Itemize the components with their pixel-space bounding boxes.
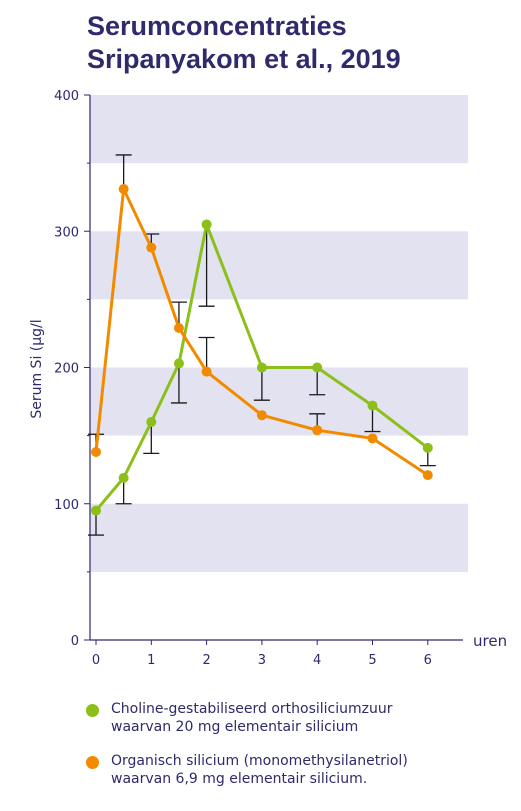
data-point-orange-6 bbox=[312, 425, 323, 436]
legend-swatch-orange bbox=[86, 756, 99, 769]
data-point-green-7 bbox=[367, 400, 378, 411]
grid-band-3 bbox=[90, 503, 468, 572]
legend-label-green-line-2: waarvan 20 mg elementair silicium bbox=[111, 719, 359, 735]
x-axis-label: uren bbox=[473, 632, 507, 650]
data-point-green-3 bbox=[173, 358, 184, 369]
chart-title-line-1: Serumconcentraties bbox=[87, 11, 347, 41]
data-point-orange-4 bbox=[201, 366, 212, 377]
data-point-green-0 bbox=[91, 505, 101, 516]
data-point-orange-0 bbox=[91, 446, 101, 457]
legend-swatch-green bbox=[86, 704, 99, 717]
chart-title: Serumconcentraties Sripanyakom et al., 2… bbox=[87, 10, 401, 76]
tick-labels: 0 100 200 300 400 0 1 2 3 4 5 6 bbox=[54, 89, 432, 668]
data-point-green-5 bbox=[256, 362, 267, 373]
error-bars bbox=[88, 154, 436, 536]
x-tick-label-4: 4 bbox=[313, 653, 321, 668]
legend: Choline-gestabiliseerd orthosiliciumzuur… bbox=[86, 700, 408, 804]
data-point-orange-2 bbox=[146, 242, 157, 253]
data-point-orange-5 bbox=[256, 410, 267, 421]
legend-label-orange-line-2: waarvan 6,9 mg elementair silicium. bbox=[111, 771, 368, 787]
legend-label-green-line-1: Choline-gestabiliseerd orthosiliciumzuur bbox=[111, 701, 393, 717]
data-point-green-6 bbox=[312, 362, 323, 373]
background-bands bbox=[90, 95, 468, 572]
x-tick-label-0: 0 bbox=[92, 653, 100, 668]
y-tick-label-400: 400 bbox=[54, 89, 79, 104]
data-point-orange-1 bbox=[118, 184, 129, 195]
x-tick-label-3: 3 bbox=[258, 653, 266, 668]
data-point-green-2 bbox=[146, 417, 157, 427]
data-points bbox=[91, 184, 433, 516]
y-tick-label-0: 0 bbox=[71, 634, 79, 649]
grid-band-1 bbox=[90, 231, 468, 300]
y-axis-label: Serum Si (µg/l bbox=[29, 319, 45, 418]
x-tick-label-1: 1 bbox=[147, 653, 155, 668]
x-tick-label-6: 6 bbox=[424, 653, 432, 668]
y-tick-label-100: 100 bbox=[54, 498, 79, 513]
y-tick-label-200: 200 bbox=[54, 362, 79, 377]
data-point-green-1 bbox=[118, 472, 129, 483]
legend-item-green: Choline-gestabiliseerd orthosiliciumzuur… bbox=[86, 700, 408, 736]
data-point-orange-7 bbox=[367, 433, 378, 444]
x-tick-label-5: 5 bbox=[368, 653, 376, 668]
x-tick-label-2: 2 bbox=[202, 653, 210, 668]
data-point-orange-3 bbox=[173, 322, 184, 333]
grid-band-2 bbox=[90, 367, 468, 436]
line-chart: 0 100 200 300 400 0 1 2 3 4 5 6 Serum Si (µg/l uren bbox=[29, 89, 507, 668]
chart-title-line-2: Sripanyakom et al., 2019 bbox=[87, 44, 401, 74]
data-point-green-8 bbox=[422, 442, 433, 453]
y-tick-label-300: 300 bbox=[54, 225, 79, 240]
legend-item-orange: Organisch silicium (monomethysilanetriol… bbox=[86, 752, 408, 788]
legend-label-orange-line-1: Organisch silicium (monomethysilanetriol… bbox=[111, 753, 408, 769]
data-point-orange-8 bbox=[422, 470, 433, 481]
axes bbox=[84, 94, 463, 645]
grid-band-0 bbox=[90, 95, 468, 164]
data-point-green-4 bbox=[201, 219, 212, 230]
